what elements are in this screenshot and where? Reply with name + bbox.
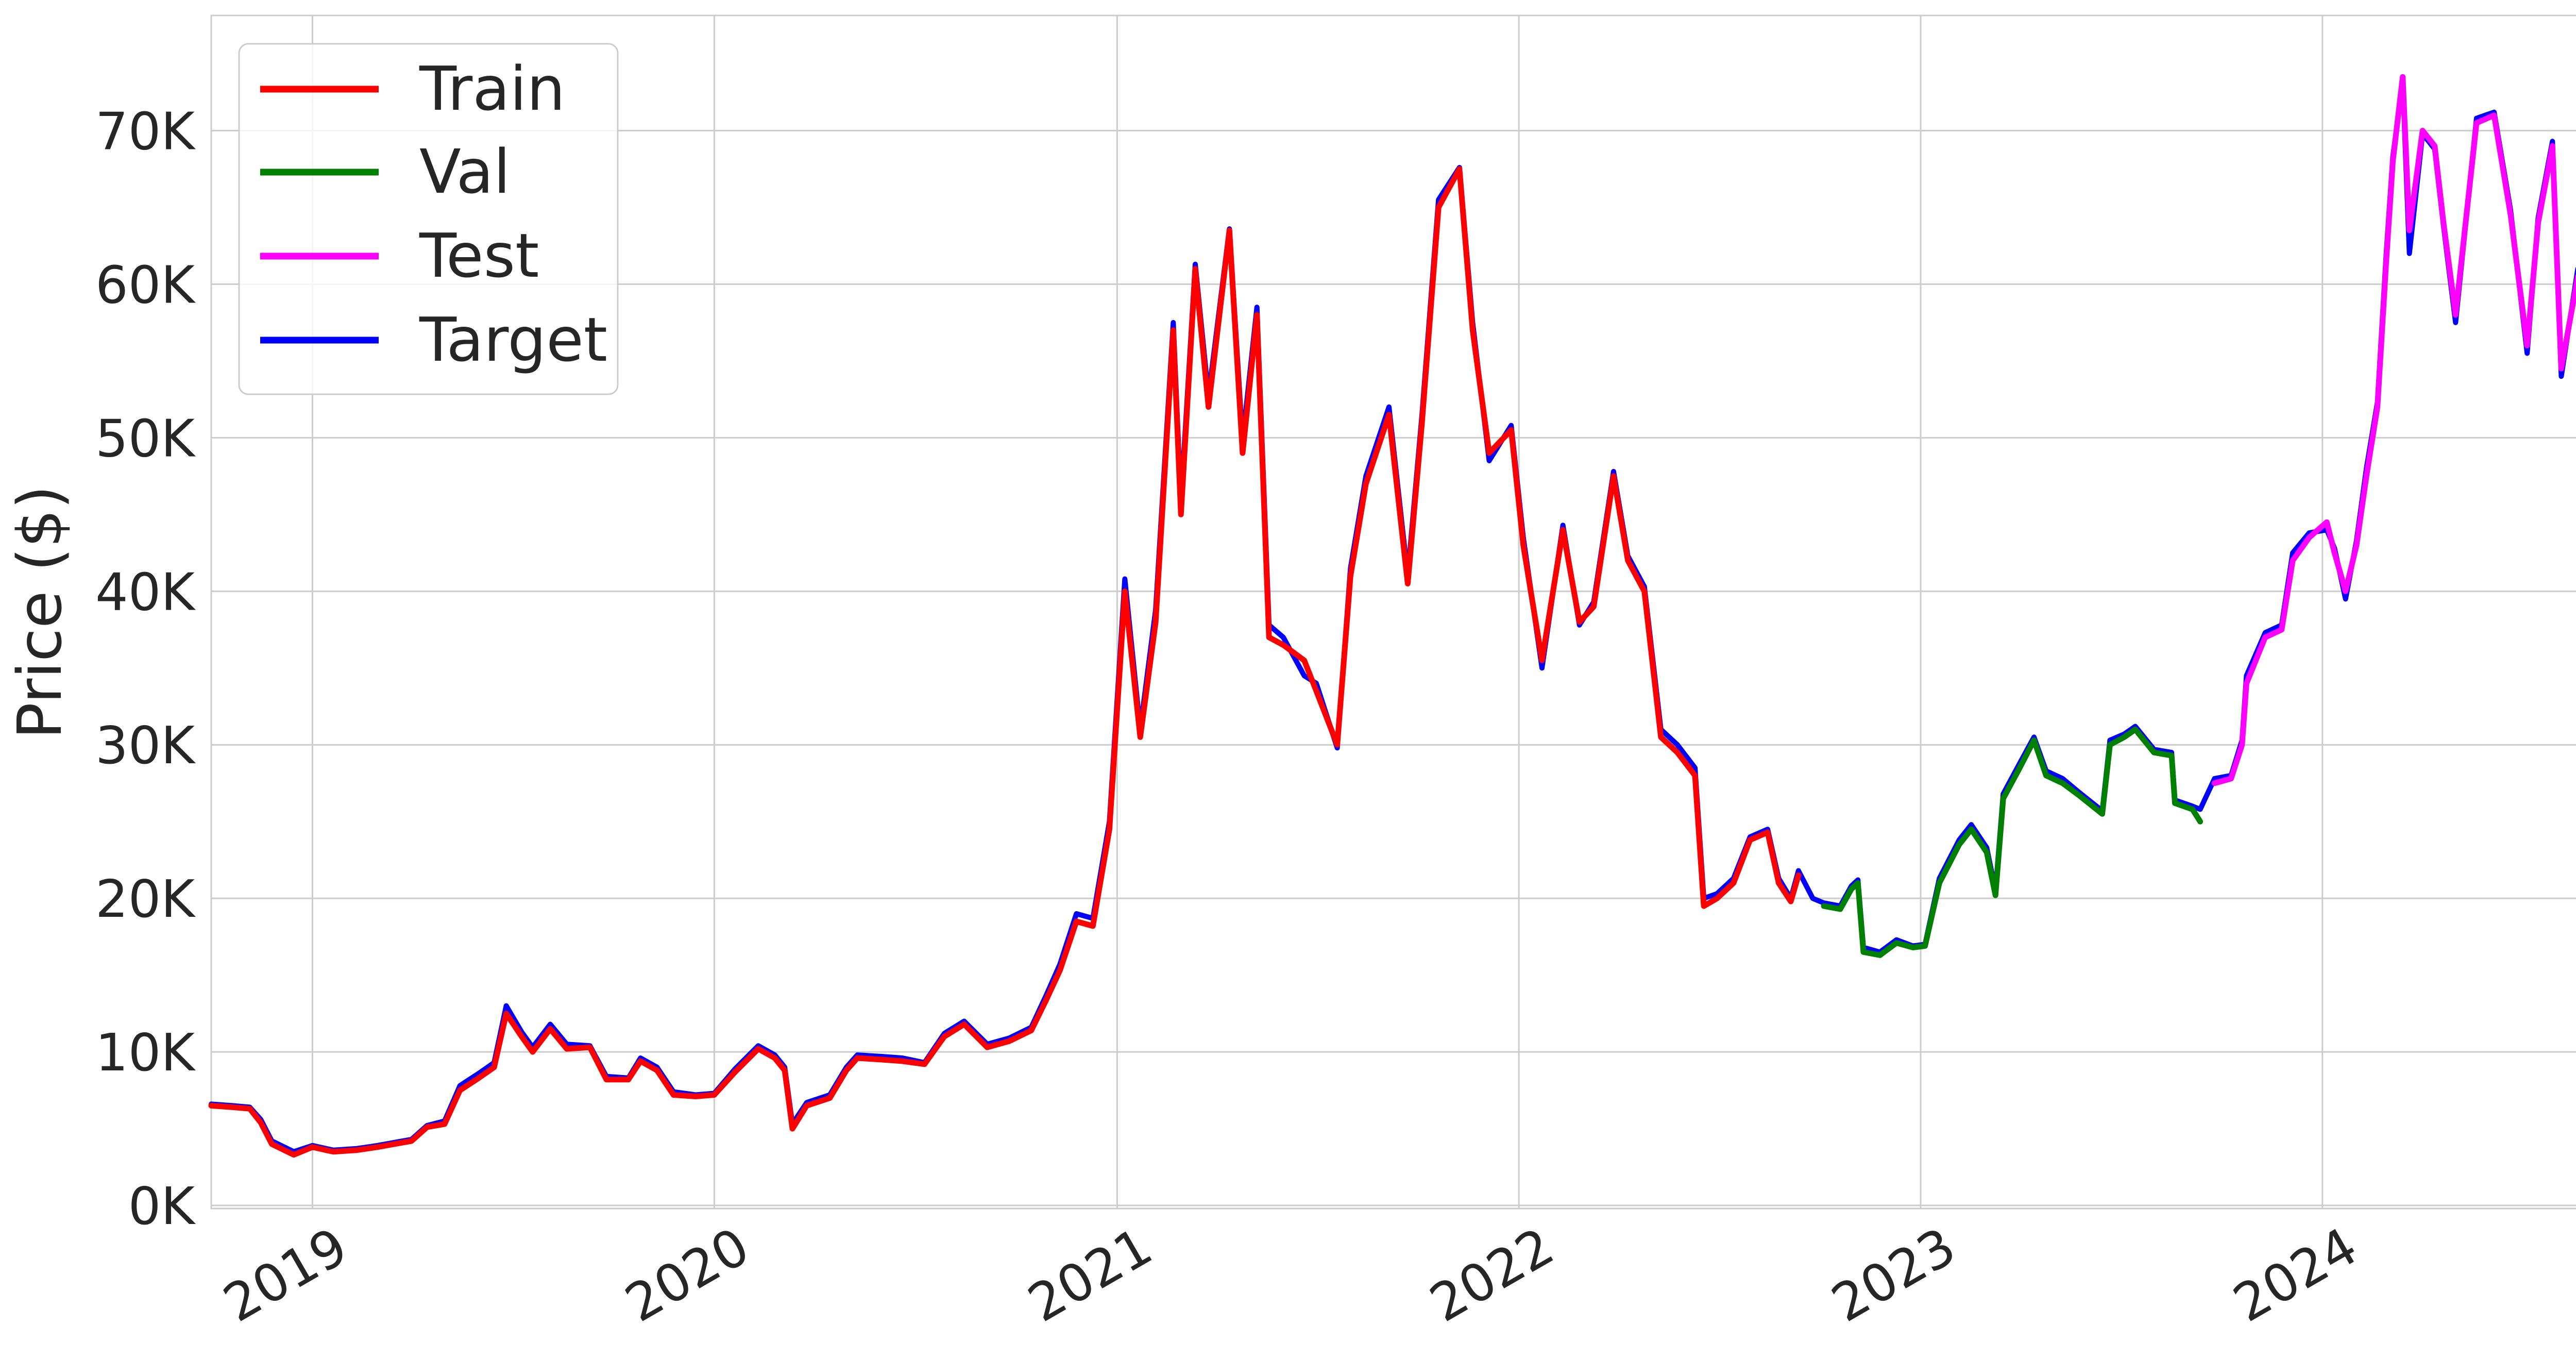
y-tick-label: 50K — [95, 408, 196, 468]
series-layer — [208, 74, 2576, 1158]
series-line-test — [2211, 74, 2576, 786]
y-tick-label: 20K — [95, 869, 196, 929]
y-tick-label: 70K — [95, 101, 196, 161]
y-tick-label: 0K — [128, 1176, 196, 1236]
legend-label-train: Train — [419, 53, 565, 124]
legend-box — [238, 43, 619, 395]
legend-label-test: Test — [419, 220, 539, 291]
legend-label-val: Val — [419, 136, 511, 207]
legend-entry-target: Target — [260, 304, 607, 375]
legend-entry-test: Test — [260, 220, 539, 291]
legend-entry-train: Train — [260, 53, 565, 124]
series-line-train — [208, 166, 1802, 1158]
series-line-val — [1821, 726, 2204, 958]
y-tick-label: 40K — [95, 562, 196, 622]
y-tick-label: 10K — [95, 1022, 196, 1083]
y-tick-label: 30K — [95, 715, 196, 776]
legend-entry-val: Val — [260, 136, 511, 207]
y-tick-labels: 0K 10K 20K 30K 40K 50K 60K 70K — [95, 101, 196, 1236]
y-tick-label: 60K — [95, 255, 196, 315]
legend-label-target: Target — [419, 304, 607, 375]
legend: Train Val Test Target — [238, 43, 619, 395]
plot-frame — [210, 14, 2576, 1210]
y-axis-label: Price ($) — [4, 485, 75, 740]
